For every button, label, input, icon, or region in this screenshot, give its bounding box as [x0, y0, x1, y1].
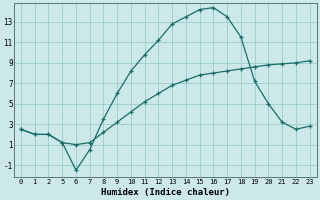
X-axis label: Humidex (Indice chaleur): Humidex (Indice chaleur)	[101, 188, 230, 197]
